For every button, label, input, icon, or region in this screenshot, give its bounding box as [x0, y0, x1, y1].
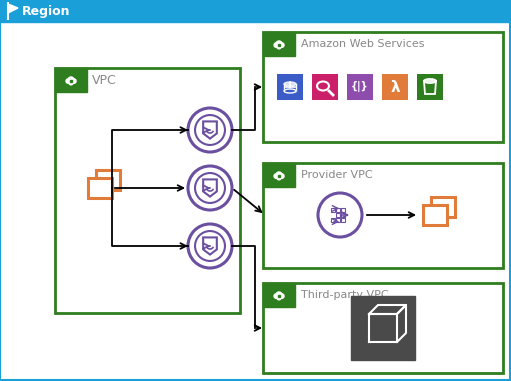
Bar [278, 295, 280, 297]
Bar [341, 208, 345, 212]
Circle shape [277, 45, 281, 49]
Bar [336, 218, 340, 222]
Circle shape [276, 41, 282, 47]
Bar [347, 74, 373, 100]
Text: Region: Region [22, 5, 71, 18]
Bar [96, 170, 120, 190]
Circle shape [280, 174, 284, 178]
Bar [70, 80, 72, 82]
Circle shape [276, 172, 282, 178]
Bar [382, 74, 408, 100]
Ellipse shape [284, 89, 296, 93]
Circle shape [280, 294, 284, 298]
Circle shape [72, 79, 76, 83]
Circle shape [274, 294, 278, 298]
Bar [431, 197, 455, 217]
Bar [331, 208, 335, 212]
Circle shape [274, 43, 278, 47]
Bar [263, 32, 295, 56]
Bar [263, 163, 503, 268]
Circle shape [280, 43, 284, 47]
Bar [417, 74, 443, 100]
Bar [55, 68, 87, 92]
Bar [263, 32, 503, 142]
Bar [263, 283, 295, 307]
Bar [275, 43, 283, 46]
Text: VPC: VPC [92, 74, 117, 86]
Polygon shape [8, 4, 18, 13]
Circle shape [277, 176, 281, 180]
Text: Third-party VPC: Third-party VPC [301, 290, 389, 300]
Text: Amazon Web Services: Amazon Web Services [301, 39, 425, 49]
Bar [263, 163, 295, 187]
Bar [351, 296, 415, 360]
Text: Provider VPC: Provider VPC [301, 170, 373, 180]
Bar [423, 205, 447, 225]
Bar [277, 74, 303, 100]
Bar [278, 175, 280, 177]
Circle shape [66, 79, 71, 83]
Bar [55, 68, 240, 313]
Bar [278, 44, 280, 46]
Bar [263, 283, 503, 373]
Circle shape [276, 292, 282, 298]
Ellipse shape [284, 82, 296, 86]
Bar [341, 218, 345, 222]
Circle shape [274, 174, 278, 178]
Bar [88, 178, 112, 198]
Bar [67, 79, 75, 82]
Circle shape [69, 81, 73, 85]
Circle shape [68, 77, 74, 83]
Circle shape [277, 296, 281, 300]
Text: {|}: {|} [351, 82, 369, 93]
Bar [0, 0, 511, 22]
Bar [275, 174, 283, 177]
Bar [331, 218, 335, 222]
Bar [275, 294, 283, 297]
Bar [341, 213, 345, 217]
Text: λ: λ [390, 80, 400, 94]
Bar [336, 208, 340, 212]
Bar [336, 213, 340, 217]
Bar [312, 74, 338, 100]
